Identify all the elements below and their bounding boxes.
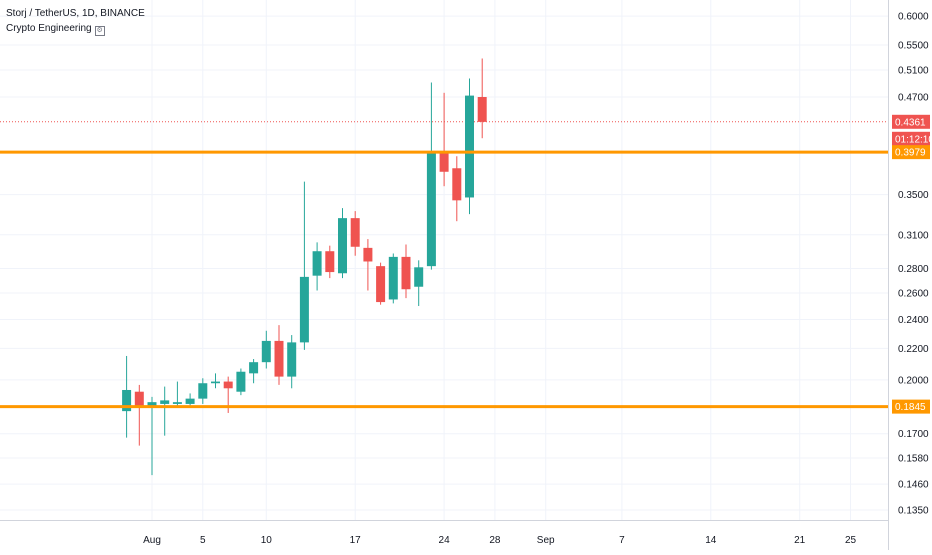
grid — [0, 0, 888, 520]
indicator-name: Crypto Engineering — [6, 23, 92, 34]
price-tick-label: 0.4700 — [898, 93, 929, 104]
price-tick-label: 0.3100 — [898, 230, 929, 241]
candle-body — [299, 276, 309, 343]
candle-body — [338, 218, 347, 274]
candle-body — [198, 383, 208, 399]
price-tick-label: 0.1580 — [898, 453, 929, 464]
time-tick-label: 14 — [705, 535, 717, 546]
price-tick-label: 0.2400 — [898, 315, 929, 326]
last-price-label-text: 0.4361 — [895, 117, 926, 128]
candle-body — [274, 340, 284, 377]
candle-body — [414, 267, 424, 287]
price-tick-label: 0.5100 — [898, 65, 929, 76]
level-price-label: 0.3979 — [892, 145, 930, 160]
price-tick-label: 0.2600 — [898, 289, 929, 300]
price-tick-label: 0.2200 — [898, 344, 929, 355]
countdown-label-text: 01:12:10 — [895, 134, 932, 145]
price-tick-label: 0.6000 — [898, 12, 929, 23]
candle-body — [401, 256, 411, 290]
level-price-label: 0.1845 — [892, 399, 930, 414]
candle-body — [223, 381, 233, 389]
candles — [122, 58, 487, 476]
level-price-label-text: 0.3979 — [895, 148, 926, 159]
candle-body — [477, 97, 487, 122]
candle-body — [160, 400, 170, 404]
candle-body — [236, 371, 246, 392]
chart-legend: Storj / TetherUS, 1D, BINANCE Crypto Eng… — [6, 6, 145, 36]
candle-body — [350, 218, 360, 247]
time-tick-label: Aug — [143, 535, 161, 546]
time-tick-label: 21 — [794, 535, 806, 546]
level-price-label-bg — [892, 399, 930, 414]
time-tick-label: 10 — [261, 535, 273, 546]
candle-body — [452, 168, 462, 201]
price-tick-label: 0.2000 — [898, 375, 929, 386]
price-tick-label: 0.5500 — [898, 40, 929, 51]
time-tick-label: 5 — [200, 535, 206, 546]
price-tick-label: 0.1350 — [898, 506, 929, 517]
price-tick-label: 0.1460 — [898, 480, 929, 491]
last-price-label: 0.4361 — [892, 114, 930, 129]
candle-body — [122, 389, 132, 412]
price-tick-label: 0.2800 — [898, 264, 929, 275]
candle-body — [249, 362, 259, 374]
candle-body — [388, 256, 398, 300]
candle-body — [172, 402, 182, 404]
level-price-label-bg — [892, 145, 930, 160]
price-tick-label: 0.1700 — [898, 429, 929, 440]
candle-body — [261, 340, 271, 363]
time-tick-label: 7 — [619, 535, 625, 546]
symbol-title[interactable]: Storj / TetherUS, 1D, BINANCE — [6, 8, 145, 19]
candle-body — [363, 247, 373, 262]
candle-body — [376, 266, 386, 303]
time-tick-label: 17 — [350, 535, 362, 546]
candle-body — [426, 152, 436, 267]
candle-body — [325, 251, 335, 273]
countdown-label: 01:12:10 — [892, 131, 932, 146]
price-tick-label: 0.3500 — [898, 190, 929, 201]
candle-body — [134, 391, 144, 406]
candle-body — [211, 381, 220, 384]
time-axis: Aug 5 10 17 24 28 Sep 7 14 21 25 — [143, 535, 856, 546]
candle-body — [465, 95, 474, 198]
indicator-row[interactable]: Crypto Engineering ⚙ — [6, 21, 145, 36]
candle-body — [312, 251, 322, 276]
indicator-settings-icon[interactable]: ⚙ — [94, 26, 105, 36]
time-tick-label: 28 — [489, 535, 501, 546]
time-tick-label: Sep — [537, 535, 555, 546]
time-tick-label: 25 — [845, 535, 857, 546]
candle-body — [439, 152, 449, 172]
candle-body — [185, 398, 195, 404]
level-price-label-text: 0.1845 — [895, 402, 926, 413]
candle-body — [147, 402, 157, 406]
candle-body — [287, 342, 297, 377]
last-price-label-bg — [892, 114, 930, 129]
price-axis: 0.6000 0.5500 0.5100 0.4700 0.3500 0.3100 0.28… — [898, 12, 929, 517]
countdown-label-bg — [892, 131, 930, 146]
time-tick-label: 24 — [439, 535, 451, 546]
